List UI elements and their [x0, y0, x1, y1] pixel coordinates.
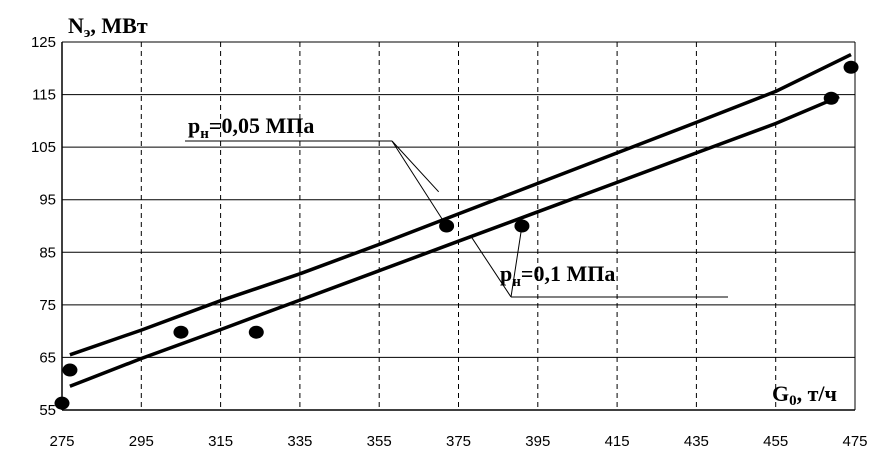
y-tick-label: 55: [39, 402, 56, 419]
x-tick-label: 475: [842, 433, 867, 450]
data-point: [823, 91, 839, 105]
x-tick-labels: 275 295 315 335 355 375 395 415 435 455 475: [49, 433, 867, 450]
annotation-pn-01: pн=0,1 МПа: [500, 261, 615, 290]
data-point: [54, 396, 70, 410]
series-line-1: [69, 53, 852, 357]
series-lines: [69, 53, 852, 388]
y-tick-labels: 125 115 105 95 85 75 65 55: [31, 34, 56, 419]
x-tick-label: 435: [684, 433, 709, 450]
y-tick-label: 65: [39, 349, 56, 366]
x-tick-label: 315: [208, 433, 233, 450]
y-tick-label: 125: [31, 34, 56, 51]
x-tick-label: 275: [49, 433, 74, 450]
y-tick-label: 95: [39, 192, 56, 209]
x-tick-label: 355: [367, 433, 392, 450]
leader-line: [510, 225, 523, 298]
x-tick-label: 375: [446, 433, 471, 450]
y-tick-label: 105: [31, 139, 56, 156]
y-tick-label: 85: [39, 244, 56, 261]
x-tick-label: 295: [129, 433, 154, 450]
x-tick-label: 455: [763, 433, 788, 450]
y-tick-label: 75: [39, 297, 56, 314]
x-axis-title: G0, т/ч: [772, 381, 837, 409]
data-point: [248, 325, 264, 339]
x-tick-label: 415: [605, 433, 630, 450]
y-tick-label: 115: [32, 87, 56, 104]
grid: [62, 41, 855, 410]
axes: [61, 41, 856, 411]
data-points: [54, 60, 859, 410]
data-point: [173, 325, 189, 339]
annotation-pn-005: pн=0,05 МПа: [188, 113, 314, 142]
x-tick-label: 395: [525, 433, 550, 450]
data-point: [62, 363, 78, 377]
annotations: [185, 140, 728, 298]
y-axis-title: Nэ, МВт: [68, 13, 148, 41]
x-tick-label: 335: [287, 433, 312, 450]
leader-line: [469, 235, 512, 298]
leader-line: [391, 140, 440, 193]
series-line-2: [69, 95, 840, 388]
data-point: [843, 60, 859, 74]
leader-line: [391, 140, 448, 227]
